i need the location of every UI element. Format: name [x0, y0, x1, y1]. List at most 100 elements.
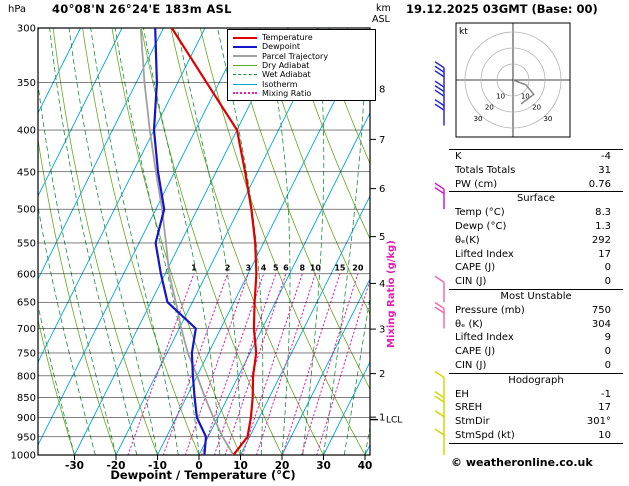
hodograph-ring-label: 30	[474, 115, 483, 123]
legend-item: Mixing Ratio	[233, 89, 375, 98]
index-label: Lifted Index	[455, 248, 514, 260]
index-row: StmSpd (kt) 10	[449, 429, 623, 443]
hodograph-ring	[480, 47, 546, 113]
index-label: CAPE (J)	[455, 262, 496, 274]
index-row: Lifted Index 17	[449, 248, 623, 262]
legend-item: Wet Adiabat	[233, 70, 375, 79]
index-value: 750	[591, 304, 611, 316]
wet-adiabat-lines	[38, 28, 370, 455]
temperature-tick-label: 20	[275, 460, 290, 472]
temperature-tick-label: 0	[195, 460, 202, 472]
mixing-ratio-line	[301, 273, 359, 455]
mixing-ratio-labels: 1 2 3 4 5 6 8 10 15 20	[191, 264, 364, 273]
temperature-axis: -30 -20 -10 0 10 20 30 40	[65, 455, 372, 472]
legend-label: Temperature	[262, 33, 313, 43]
index-row: PW (cm) 0.76	[449, 178, 623, 192]
pressure-tick-label: 650	[17, 298, 36, 309]
mixing-ratio-value: 4	[261, 264, 267, 273]
wind-barb-feather	[434, 182, 445, 190]
legend-item: Dewpoint	[233, 42, 375, 51]
index-value: 9	[604, 332, 611, 344]
pressure-tick-label: 800	[17, 371, 36, 382]
legend-item: Parcel Trajectory	[233, 52, 375, 61]
hodograph-ring-label: 10	[496, 92, 505, 100]
legend-item: Temperature	[233, 33, 375, 42]
index-row: Lifted Index 9	[449, 331, 623, 345]
hodograph-unit-label: kt	[459, 27, 468, 37]
wind-barb-feather	[434, 391, 445, 399]
wind-barb	[434, 410, 445, 437]
wind-barb-feather	[434, 301, 445, 310]
altitude-tick-label: 4	[379, 279, 385, 290]
wind-barb-feather	[434, 98, 445, 107]
index-row: Dewp (°C) 1.3	[449, 220, 623, 234]
mixing-ratio-value: 8	[300, 264, 306, 273]
hodograph-ring	[496, 63, 530, 97]
parcel-trajectory-curve	[139, 28, 235, 455]
legend-label: Mixing Ratio	[262, 88, 312, 98]
wind-barb-feather	[434, 80, 445, 88]
legend-item: Isotherm	[233, 79, 375, 89]
wind-barb	[434, 301, 445, 329]
wind-barb-feather	[434, 395, 445, 403]
wet-adiabat-line	[68, 28, 158, 455]
mixing-ratio-value: 5	[273, 264, 279, 273]
isotherm-line	[38, 28, 247, 447]
temperature-tick-label: 40	[358, 460, 373, 472]
wet-adiabat-line	[364, 425, 370, 455]
pressure-tick-label: 600	[17, 269, 36, 280]
temperature-tick-label: -20	[107, 460, 126, 472]
index-label: Totals Totals	[455, 164, 516, 176]
mixing-ratio-axis-label: Mixing Ratio (g/kg)	[386, 240, 397, 348]
wind-barb-feather	[434, 370, 445, 378]
pressure-tick-label: 300	[17, 24, 36, 35]
index-label: θₑ (K)	[455, 318, 483, 330]
altitude-unit-km-label: km	[376, 3, 391, 14]
index-value: 0	[604, 276, 611, 288]
index-value: 31	[598, 164, 611, 176]
pressure-tick-label: 850	[17, 393, 36, 404]
dry-adiabat-line	[317, 28, 370, 165]
legend-swatch	[233, 83, 257, 85]
legend-swatch	[233, 92, 257, 95]
pressure-axis-labels: 300 350 400 450 500 550 600 650 700 750 800 850 900 9…	[11, 24, 36, 462]
profile-curves	[139, 28, 258, 455]
pressure-tick-label: 700	[17, 324, 36, 335]
altitude-tick-label: 8	[379, 84, 385, 95]
mixing-ratio-value: 20	[352, 264, 364, 273]
wet-adiabat-line	[38, 303, 75, 455]
index-label: Lifted Index	[455, 332, 514, 344]
isotherm-line	[240, 194, 370, 455]
wind-barb-feather	[434, 70, 445, 78]
chart-legend: Temperature Dewpoint Parcel Trajectory Dry …	[227, 29, 376, 102]
index-value: 304	[591, 318, 611, 330]
mixing-ratio-line	[127, 273, 195, 455]
legend-swatch	[233, 74, 257, 76]
index-row: Pressure (mb) 750	[449, 304, 623, 318]
index-label: PW (cm)	[455, 178, 498, 190]
altitude-tick-label: 5	[379, 232, 385, 243]
dry-adiabat-line	[52, 28, 158, 455]
mixing-ratio-line	[256, 273, 316, 455]
index-row: K -4	[449, 150, 623, 164]
pressure-tick-label: 950	[17, 432, 36, 443]
pressure-tick-label: 750	[17, 348, 36, 359]
index-value: 8.3	[595, 207, 611, 219]
legend-label: Dewpoint	[262, 42, 301, 52]
mixing-ratio-value: 6	[283, 264, 289, 273]
isotherm-line	[323, 360, 370, 455]
legend-swatch	[233, 65, 257, 67]
wind-barb-feather	[434, 89, 445, 97]
temperature-tick-label: -30	[65, 460, 84, 472]
valid-datetime: 19.12.2025 03GMT (Base: 00)	[406, 2, 598, 16]
index-value: -1	[601, 388, 611, 400]
pressure-tick-label: 500	[17, 205, 36, 216]
temperature-tick-label: 30	[316, 460, 331, 472]
wind-barb-feather	[434, 61, 445, 69]
index-row: Totals Totals 31	[449, 164, 623, 178]
isotherm-line	[281, 277, 370, 455]
index-value: 0	[604, 359, 611, 371]
wind-barb	[434, 428, 445, 455]
index-value: 0	[604, 346, 611, 358]
